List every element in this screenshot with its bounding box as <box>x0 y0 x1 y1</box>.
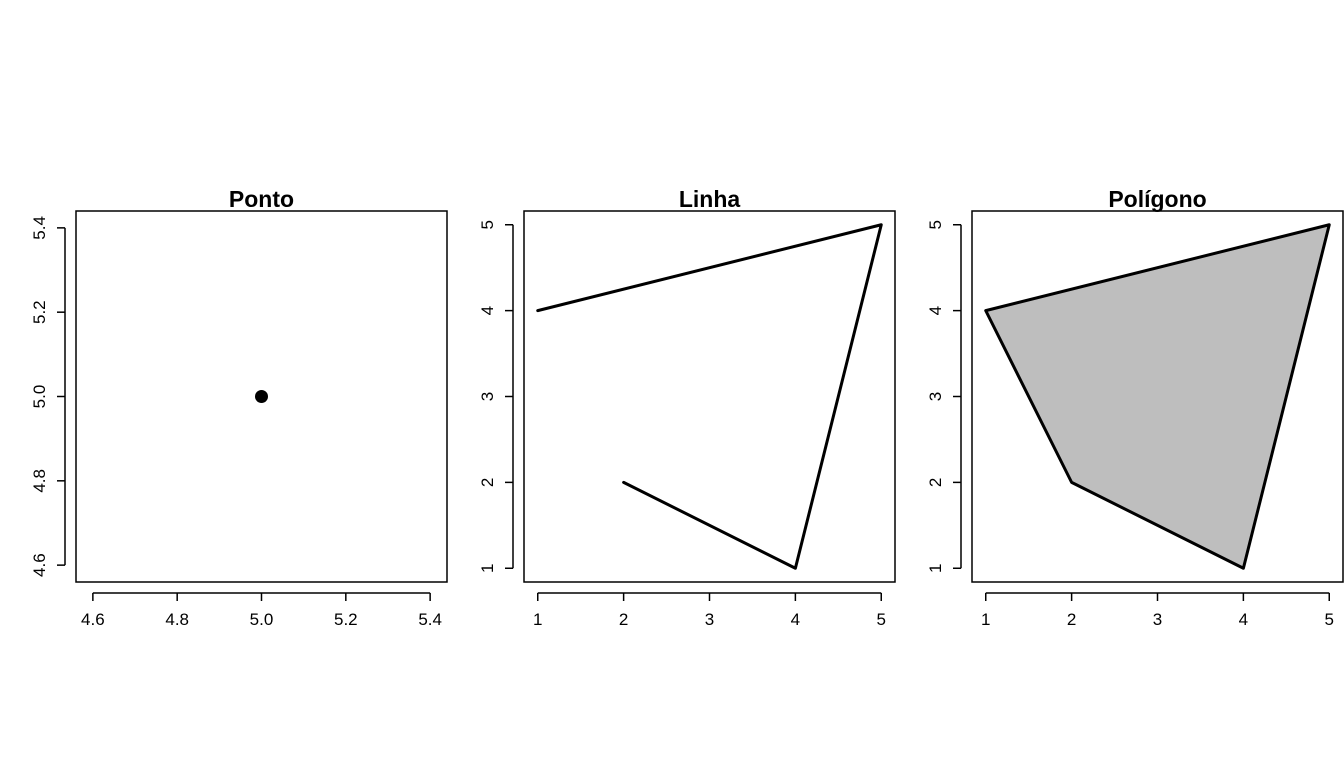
plot-box-ponto <box>75 210 448 583</box>
chart-title-ponto: Ponto <box>229 186 294 212</box>
y-tick-label: 5.0 <box>30 385 49 409</box>
x-tick-label: 4 <box>1239 610 1248 629</box>
x-tick-label: 2 <box>1067 610 1076 629</box>
x-axis-linha: 1 2 3 4 5 <box>533 592 886 629</box>
marks-ponto <box>255 390 268 403</box>
y-tick-label: 3 <box>926 392 945 401</box>
x-tick-label: 5 <box>877 610 886 629</box>
y-tick-label: 4 <box>926 306 945 315</box>
x-tick-label: 5.0 <box>250 610 274 629</box>
x-tick-label: 1 <box>981 610 990 629</box>
y-tick-label: 5 <box>478 220 497 229</box>
y-tick-label: 2 <box>478 478 497 487</box>
plot-box-poligono <box>971 210 1344 583</box>
x-tick-label: 3 <box>1153 610 1162 629</box>
y-axis-poligono: 1 2 3 4 5 <box>926 220 962 573</box>
y-axis-linha: 1 2 3 4 5 <box>478 220 514 573</box>
x-tick-label: 4.6 <box>81 610 105 629</box>
x-tick-label: 4.8 <box>165 610 189 629</box>
chart-title-linha: Linha <box>679 186 741 212</box>
panel-poligono: Polígono 1 2 3 4 5 1 2 3 4 5 <box>926 186 1344 629</box>
y-tick-label: 1 <box>926 564 945 573</box>
y-tick-label: 4.8 <box>30 469 49 493</box>
y-axis-ponto: 4.6 4.8 5.0 5.2 5.4 <box>30 216 66 577</box>
y-tick-label: 5.4 <box>30 216 49 240</box>
y-tick-label: 4.6 <box>30 553 49 577</box>
panel-ponto: Ponto 4.6 4.8 5.0 5.2 5.4 4.6 4.8 5.0 5.2 5.4 <box>30 186 448 629</box>
polygon-shape <box>984 223 1331 570</box>
chart-title-poligono: Polígono <box>1108 186 1206 212</box>
data-point <box>255 390 268 403</box>
y-tick-label: 5 <box>926 220 945 229</box>
panel-linha: Linha 1 2 3 4 5 1 2 3 4 5 <box>478 186 896 629</box>
y-tick-label: 5.2 <box>30 300 49 324</box>
series-line <box>536 223 883 570</box>
x-axis-ponto: 4.6 4.8 5.0 5.2 5.4 <box>81 592 442 629</box>
x-axis-poligono: 1 2 3 4 5 <box>981 592 1334 629</box>
x-tick-label: 2 <box>619 610 628 629</box>
plot-box-linha <box>523 210 896 583</box>
x-tick-label: 5.2 <box>334 610 358 629</box>
x-tick-label: 4 <box>791 610 800 629</box>
x-tick-label: 5.4 <box>418 610 442 629</box>
y-tick-label: 4 <box>478 306 497 315</box>
y-tick-label: 3 <box>478 392 497 401</box>
x-tick-label: 1 <box>533 610 542 629</box>
marks-linha <box>536 223 883 570</box>
x-tick-label: 5 <box>1325 610 1334 629</box>
x-tick-label: 3 <box>705 610 714 629</box>
y-tick-label: 2 <box>926 478 945 487</box>
marks-poligono <box>984 223 1331 570</box>
y-tick-label: 1 <box>478 564 497 573</box>
